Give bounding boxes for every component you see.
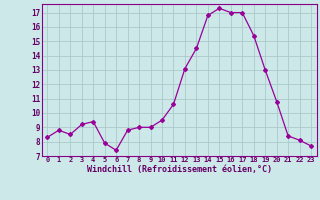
X-axis label: Windchill (Refroidissement éolien,°C): Windchill (Refroidissement éolien,°C) <box>87 165 272 174</box>
